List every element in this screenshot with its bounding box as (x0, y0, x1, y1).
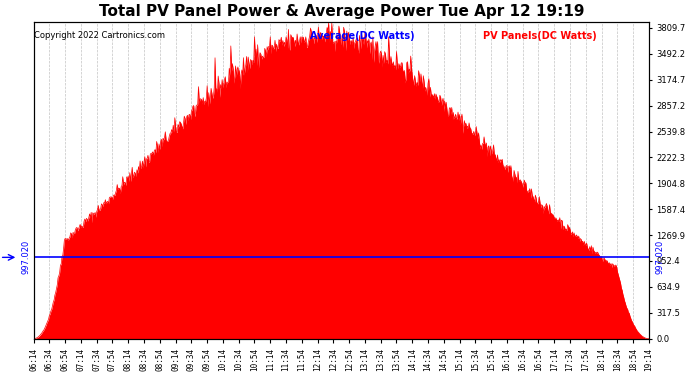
Text: PV Panels(DC Watts): PV Panels(DC Watts) (483, 31, 597, 41)
Title: Total PV Panel Power & Average Power Tue Apr 12 19:19: Total PV Panel Power & Average Power Tue… (99, 4, 584, 19)
Text: 997.020: 997.020 (21, 240, 30, 274)
Text: 997.020: 997.020 (655, 240, 664, 274)
Text: Average(DC Watts): Average(DC Watts) (310, 31, 415, 41)
Text: Copyright 2022 Cartronics.com: Copyright 2022 Cartronics.com (34, 31, 165, 40)
